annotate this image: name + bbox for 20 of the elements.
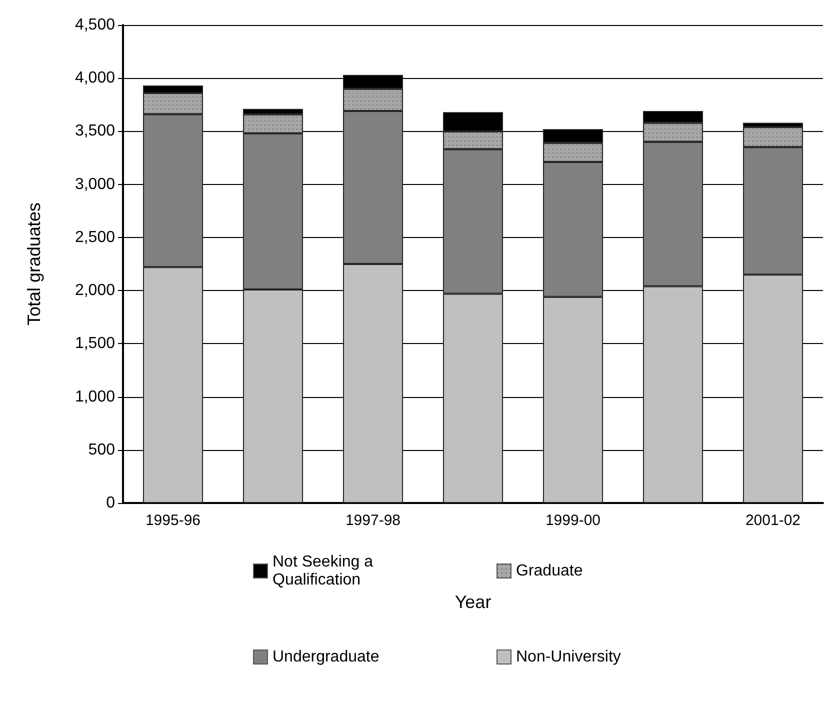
x-tick-label: 1995-96 bbox=[145, 512, 201, 529]
y-tick-label: 3,500 bbox=[74, 122, 116, 140]
y-tick-label: 1,000 bbox=[74, 388, 116, 406]
x-tick-label: 2001-02 bbox=[745, 512, 801, 529]
y-tick-label: 4,000 bbox=[74, 70, 116, 87]
legend-label: Graduate bbox=[516, 562, 583, 580]
legend-label: Non-University bbox=[516, 648, 621, 666]
y-tick-label: 3,000 bbox=[74, 176, 116, 193]
y-tick-label: 2,500 bbox=[74, 228, 116, 246]
x-axis-title: Year bbox=[454, 592, 492, 612]
y-axis-title: Total graduates bbox=[24, 202, 44, 326]
legend-label: Not Seeking a Qualification bbox=[272, 554, 378, 588]
y-tick-label: 2,000 bbox=[74, 282, 116, 300]
x-tick-label: 1999-00 bbox=[545, 512, 601, 529]
y-tick-label: 0 bbox=[106, 494, 116, 512]
legend-label: Undergraduate bbox=[272, 648, 380, 666]
x-tick-label: 1997-98 bbox=[345, 512, 401, 529]
y-tick-label: 4,500 bbox=[74, 16, 116, 34]
y-tick-label: 1,500 bbox=[74, 335, 116, 352]
y-tick-label: 500 bbox=[88, 441, 116, 458]
